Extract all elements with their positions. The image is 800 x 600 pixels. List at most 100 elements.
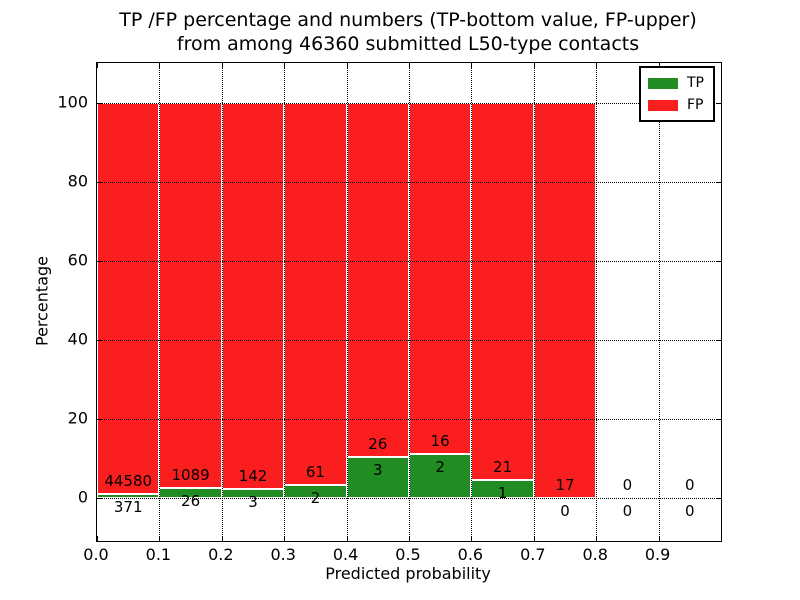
fp-count-label: 0: [685, 475, 695, 494]
legend-item-tp: TP: [648, 72, 704, 94]
x-tick-label: 0.1: [145, 545, 172, 564]
tp-swatch-icon: [648, 77, 678, 89]
fp-count-label: 16: [430, 431, 450, 450]
vertical-gridline: [159, 63, 161, 541]
x-tickmark-top: [97, 63, 98, 68]
x-tick-label: 0.0: [83, 545, 109, 564]
x-tickmark: [284, 536, 286, 541]
x-tickmark: [471, 536, 473, 541]
x-tick-label: 0.2: [208, 545, 234, 564]
fp-count-label: 21: [493, 457, 513, 476]
y-tickmark: [97, 497, 102, 499]
y-tickmark-right: [716, 339, 721, 341]
x-tick-label: 0.9: [644, 545, 671, 564]
fp-swatch-icon: [648, 99, 678, 111]
fp-count-label: 0: [622, 475, 633, 494]
y-tickmark: [97, 418, 102, 420]
y-tickmark-right: [716, 181, 721, 183]
tp-count-label: 1: [497, 483, 508, 502]
legend-label-tp: TP: [687, 75, 704, 91]
tp-count-label: 0: [560, 501, 570, 520]
x-tick-label: 0.3: [270, 545, 296, 564]
y-tickmark-right: [716, 260, 721, 262]
x-tickmark-top: [596, 63, 598, 68]
x-tickmark: [409, 536, 410, 541]
tp-count-label: 26: [181, 492, 201, 511]
tp-count-label: 0: [622, 501, 633, 520]
fp-bar: [533, 102, 597, 498]
chart-title-line1: TP /FP percentage and numbers (TP-bottom…: [119, 9, 697, 31]
y-tick-label: 40: [67, 329, 88, 349]
vertical-gridline: [658, 63, 660, 541]
tp-bar: [346, 456, 409, 498]
tp-count-label: 3: [248, 493, 258, 512]
vertical-gridline: [409, 63, 410, 541]
tp-count-label: 2: [310, 489, 321, 508]
x-tickmark: [159, 536, 161, 541]
x-tickmark: [658, 536, 660, 541]
vertical-gridline: [596, 63, 598, 541]
plot-area: 44580 371 1089 26 142 3 61 2 26 3 16 2 21 1 17 0 0 0 0 0 TP…: [96, 62, 722, 542]
fp-bar: [97, 102, 160, 495]
tickmarks-layer: [97, 63, 721, 541]
y-tickmark: [97, 339, 102, 341]
vertical-gridline: [284, 63, 286, 541]
x-tickmark-top: [346, 63, 348, 68]
tp-count-label: 3: [373, 460, 383, 479]
x-tickmark: [221, 536, 223, 541]
fp-bar: [221, 102, 285, 490]
vertical-gridline: [221, 63, 223, 541]
x-tickmark-top: [284, 63, 286, 68]
x-tickmark-top: [533, 63, 535, 68]
x-tick-label: 0.6: [457, 545, 484, 564]
horizontal-gridline: [97, 418, 721, 420]
x-tickmark: [533, 536, 535, 541]
y-tickmark: [97, 181, 102, 183]
chart-title: TP /FP percentage and numbers (TP-bottom…: [96, 8, 720, 56]
fp-count-label: 44580: [104, 472, 153, 491]
tp-count-label: 2: [435, 457, 445, 476]
fp-count-label: 61: [305, 463, 325, 482]
x-tickmark-top: [159, 63, 161, 68]
x-tickmark-top: [409, 63, 410, 68]
fp-bar: [284, 102, 347, 486]
x-tickmark: [596, 536, 598, 541]
bars-layer: [97, 63, 721, 541]
y-tick-label: 0: [77, 487, 88, 507]
tp-bar: [97, 494, 160, 498]
horizontal-gridline: [97, 339, 721, 341]
legend-label-fp: FP: [687, 97, 704, 113]
x-axis-label: Predicted probability: [325, 564, 491, 583]
tp-count-label: 371: [113, 498, 143, 517]
tp-bar: [409, 453, 472, 498]
y-tickmark: [97, 260, 102, 262]
grid-layer: [97, 63, 721, 541]
y-tick-label: 80: [67, 171, 88, 190]
fp-count-label: 26: [368, 434, 388, 453]
x-tick-label: 0.7: [520, 545, 546, 564]
fp-bar: [409, 102, 472, 454]
vertical-gridline: [346, 63, 348, 541]
y-tickmark-right: [716, 418, 721, 420]
fp-count-label: 1089: [171, 466, 210, 485]
vertical-gridline: [471, 63, 473, 541]
vertical-gridline: [533, 63, 535, 541]
annotations-layer: 44580 371 1089 26 142 3 61 2 26 3 16 2 21 1 17 0 0 0 0 0: [97, 63, 721, 541]
tp-count-label: 0: [685, 501, 695, 520]
horizontal-gridline: [97, 497, 721, 499]
y-tick-label: 100: [57, 92, 88, 111]
chart-title-line2: from among 46360 submitted L50-type cont…: [176, 33, 640, 55]
horizontal-gridline: [97, 260, 721, 262]
y-tick-label: 60: [67, 250, 88, 270]
fp-count-label: 17: [555, 475, 575, 494]
x-tick-label: 0.5: [395, 545, 421, 564]
x-tickmark-top: [471, 63, 473, 68]
y-tickmark-right: [716, 497, 721, 499]
y-tickmark: [97, 102, 102, 104]
legend-item-fp: FP: [648, 94, 704, 116]
horizontal-gridline: [97, 102, 721, 104]
x-tickmark-top: [658, 63, 660, 68]
x-tick-label: 0.4: [332, 545, 359, 564]
y-tick-label: 20: [67, 408, 88, 428]
legend: TP FP: [639, 66, 715, 122]
